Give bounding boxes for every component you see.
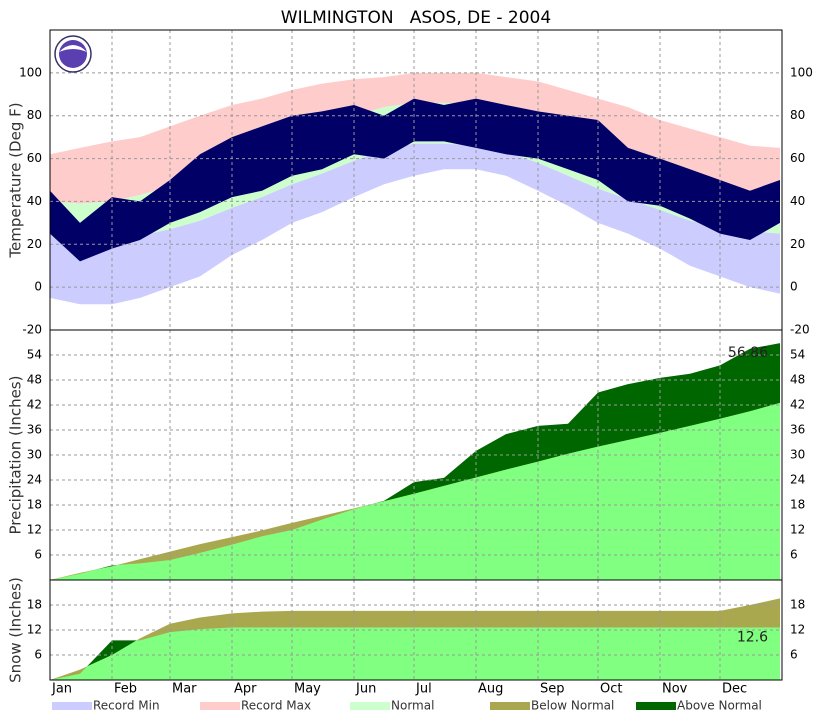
y-tick-label-right: 100 xyxy=(790,65,813,79)
y-tick-label: -20 xyxy=(22,323,42,337)
y-tick-label-right: 40 xyxy=(790,194,805,208)
x-tick-label: Aug xyxy=(478,682,503,697)
y-tick-label-right: 30 xyxy=(790,448,805,462)
x-tick-label: Nov xyxy=(662,682,688,697)
x-tick-label: Jul xyxy=(415,682,432,697)
y-tick-label-right: 54 xyxy=(790,348,805,362)
y-axis-label: Snow (Inches) xyxy=(7,577,25,683)
x-tick-label: Sep xyxy=(540,682,565,697)
x-tick-label: Oct xyxy=(600,682,622,697)
x-tick-label: Feb xyxy=(114,682,137,697)
y-tick-label-right: 36 xyxy=(790,423,805,437)
y-tick-label: 42 xyxy=(27,398,42,412)
y-tick-label-right: 20 xyxy=(790,237,805,251)
chart-title: WILMINGTON ASOS, DE - 2004 xyxy=(281,8,551,28)
y-tick-label: 18 xyxy=(27,598,42,612)
legend-swatch xyxy=(200,702,240,710)
legend-label: Record Min xyxy=(93,699,160,713)
y-tick-label-right: 42 xyxy=(790,398,805,412)
y-tick-label: 6 xyxy=(34,548,42,562)
legend-swatch xyxy=(490,702,530,710)
legend-swatch xyxy=(350,702,390,710)
legend-label: Normal xyxy=(391,699,434,713)
y-tick-label-right: 18 xyxy=(790,598,805,612)
observed-area xyxy=(50,402,780,580)
x-tick-label: Mar xyxy=(172,682,197,697)
y-tick-label: 6 xyxy=(34,648,42,662)
record-min-band xyxy=(50,143,780,305)
y-tick-label: 60 xyxy=(27,151,42,165)
legend-label: Above Normal xyxy=(677,699,762,713)
y-tick-label-right: 24 xyxy=(790,473,805,487)
legend-swatch xyxy=(52,702,92,710)
y-tick-label: 12 xyxy=(27,623,42,637)
y-tick-label: 24 xyxy=(27,473,42,487)
panel: -20 -20 0 0 20 20 40 40 60 60 80 80 100 100 Temperatur… xyxy=(7,29,813,337)
y-tick-label-right: 6 xyxy=(790,648,798,662)
y-tick-label: 20 xyxy=(27,237,42,251)
y-tick-label: 0 xyxy=(34,280,42,294)
y-tick-label: 30 xyxy=(27,448,42,462)
y-tick-label-right: 6 xyxy=(790,548,798,562)
legend-label: Record Max xyxy=(241,699,311,713)
total-annotation: 12.6 xyxy=(737,630,768,646)
y-tick-label: 12 xyxy=(27,523,42,537)
legend-swatch xyxy=(636,702,676,710)
x-tick-label: Apr xyxy=(234,682,257,697)
noaa-logo xyxy=(54,35,92,73)
total-annotation: 56.86 xyxy=(728,345,768,361)
y-tick-label-right: 12 xyxy=(790,523,805,537)
y-tick-label: 36 xyxy=(27,423,42,437)
y-tick-label: 100 xyxy=(19,65,42,79)
y-tick-label-right: 60 xyxy=(790,151,805,165)
y-axis-label: Precipitation (Inches) xyxy=(7,376,25,535)
y-tick-label: 80 xyxy=(27,108,42,122)
y-tick-label: 54 xyxy=(27,348,42,362)
x-tick-label: Dec xyxy=(722,682,747,697)
y-tick-label-right: 0 xyxy=(790,280,798,294)
y-tick-label-right: 48 xyxy=(790,373,805,387)
x-tick-label: May xyxy=(294,682,321,697)
panel-frame xyxy=(49,579,783,681)
x-tick-label: Jan xyxy=(51,682,72,697)
y-tick-label: 48 xyxy=(27,373,42,387)
y-tick-label-right: 12 xyxy=(790,623,805,637)
record-max-band xyxy=(50,72,780,204)
observed-area xyxy=(50,627,780,680)
y-tick-label-right: -20 xyxy=(790,323,810,337)
y-tick-label-right: 80 xyxy=(790,108,805,122)
y-tick-label: 40 xyxy=(27,194,42,208)
legend-label: Below Normal xyxy=(531,699,614,713)
y-axis-label: Temperature (Deg F) xyxy=(7,102,25,258)
y-tick-label-right: 18 xyxy=(790,498,805,512)
y-tick-label: 18 xyxy=(27,498,42,512)
x-tick-label: Jun xyxy=(355,682,376,697)
